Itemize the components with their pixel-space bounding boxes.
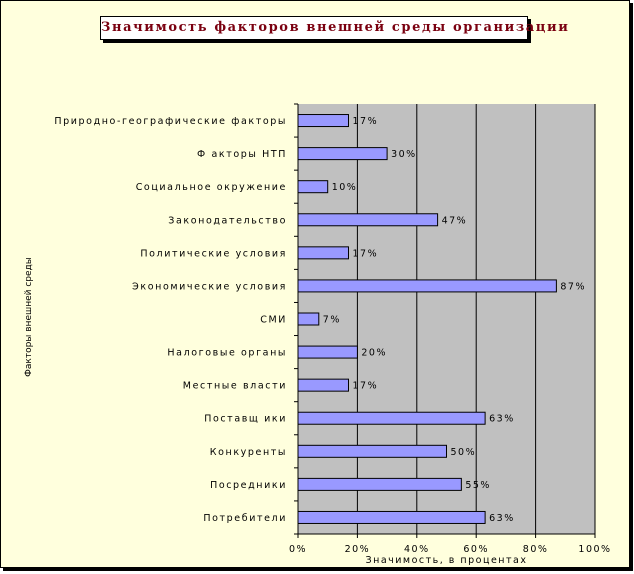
value-labels: 17% 30% 10% 47% 17% 87% 7% 20% 17% 63% 50% 55% 63% (323, 116, 586, 524)
x-tick-label: 20% (345, 544, 371, 555)
category-label: Налоговые органы (167, 348, 287, 359)
y-axis-label: Факторы внешней среды (24, 257, 34, 377)
category-label: Ф акторы НТП (197, 149, 287, 160)
value-label: 17% (352, 248, 378, 259)
value-label: 47% (442, 215, 468, 226)
value-label: 63% (489, 513, 515, 524)
bar (297, 477, 462, 491)
value-label: 30% (391, 149, 417, 160)
bar (297, 279, 557, 293)
category-label: Посредники (210, 480, 287, 491)
bar (297, 213, 439, 227)
bar (297, 444, 447, 458)
value-label: 20% (361, 348, 387, 359)
bar (297, 510, 486, 524)
category-label: Законодательство (168, 215, 287, 226)
gridlines (294, 103, 596, 538)
value-label: 87% (560, 281, 586, 292)
value-label: 55% (465, 480, 491, 491)
bar (297, 114, 349, 128)
plot-area (298, 104, 595, 534)
x-tick-label: 0% (289, 544, 307, 555)
bar (297, 411, 486, 425)
category-label: Экономические условия (132, 281, 287, 292)
x-tick-label: 100% (578, 544, 611, 555)
value-label: 7% (323, 315, 341, 326)
value-label: 50% (451, 447, 477, 458)
x-tick-label: 40% (404, 544, 430, 555)
x-tick-label: 80% (523, 544, 549, 555)
x-axis-label: Значимость, в процентах (366, 555, 528, 566)
bars-group (297, 114, 557, 524)
x-tick-label: 60% (463, 544, 489, 555)
category-label: Социальное окружение (136, 182, 287, 193)
category-label: Политические условия (140, 248, 287, 259)
bar (297, 345, 358, 359)
chart-title: Значимость факторов внешней среды органи… (100, 16, 568, 40)
category-label: Конкуренты (210, 447, 287, 458)
value-label: 63% (489, 414, 515, 425)
category-label: Природно-географические факторы (54, 116, 287, 127)
bar (297, 378, 349, 392)
bar (297, 246, 349, 260)
value-label: 17% (352, 116, 378, 127)
category-label: Поставщ ики (204, 414, 287, 425)
value-label: 10% (332, 182, 358, 193)
bar (297, 147, 388, 161)
category-labels: Природно-географические факторы Ф акторы … (54, 116, 287, 524)
category-label: СМИ (260, 315, 287, 326)
x-tick-labels: 0% 20% 40% 60% 80% 100% (289, 544, 611, 555)
category-label: Потребители (203, 513, 287, 524)
bar (297, 312, 320, 326)
category-label: Местные власти (183, 381, 287, 392)
bar (297, 180, 329, 194)
value-label: 17% (352, 381, 378, 392)
